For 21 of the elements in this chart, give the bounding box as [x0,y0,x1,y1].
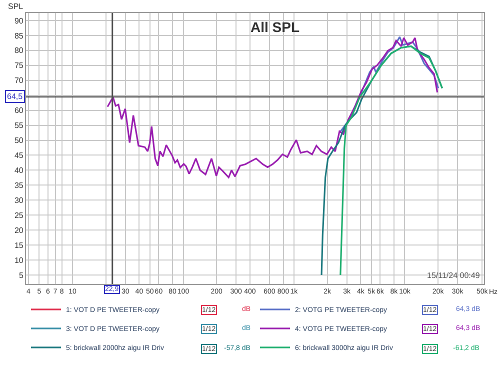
y-tick-label: 50 [14,136,24,146]
chart-title: All SPL [250,18,300,35]
ref-line-label: 64,5 [7,92,24,101]
y-tick-label: 35 [14,180,24,190]
y-tick-label: 85 [14,31,24,40]
y-tick-label: 75 [14,61,24,70]
y-tick-label: 15 [14,240,24,250]
y-tick-label: 25 [14,210,24,220]
y-tick-label: 45 [14,151,24,160]
y-tick-label: 55 [14,121,24,130]
y-tick-label: 80 [14,46,24,56]
y-tick-label: 30 [14,196,24,205]
y-tick-label: 20 [14,226,24,235]
y-tick-label: 40 [14,166,24,176]
y-tick-label: 90 [14,16,24,26]
y-tick-label: 70 [14,76,24,86]
y-tick-label: 60 [14,106,24,116]
y-tick-label: 5 [18,270,24,280]
y-tick-label: 10 [14,256,24,265]
y-axis-title: SPL [8,2,24,11]
annotation: 15/11/24 00:49 [427,271,480,280]
